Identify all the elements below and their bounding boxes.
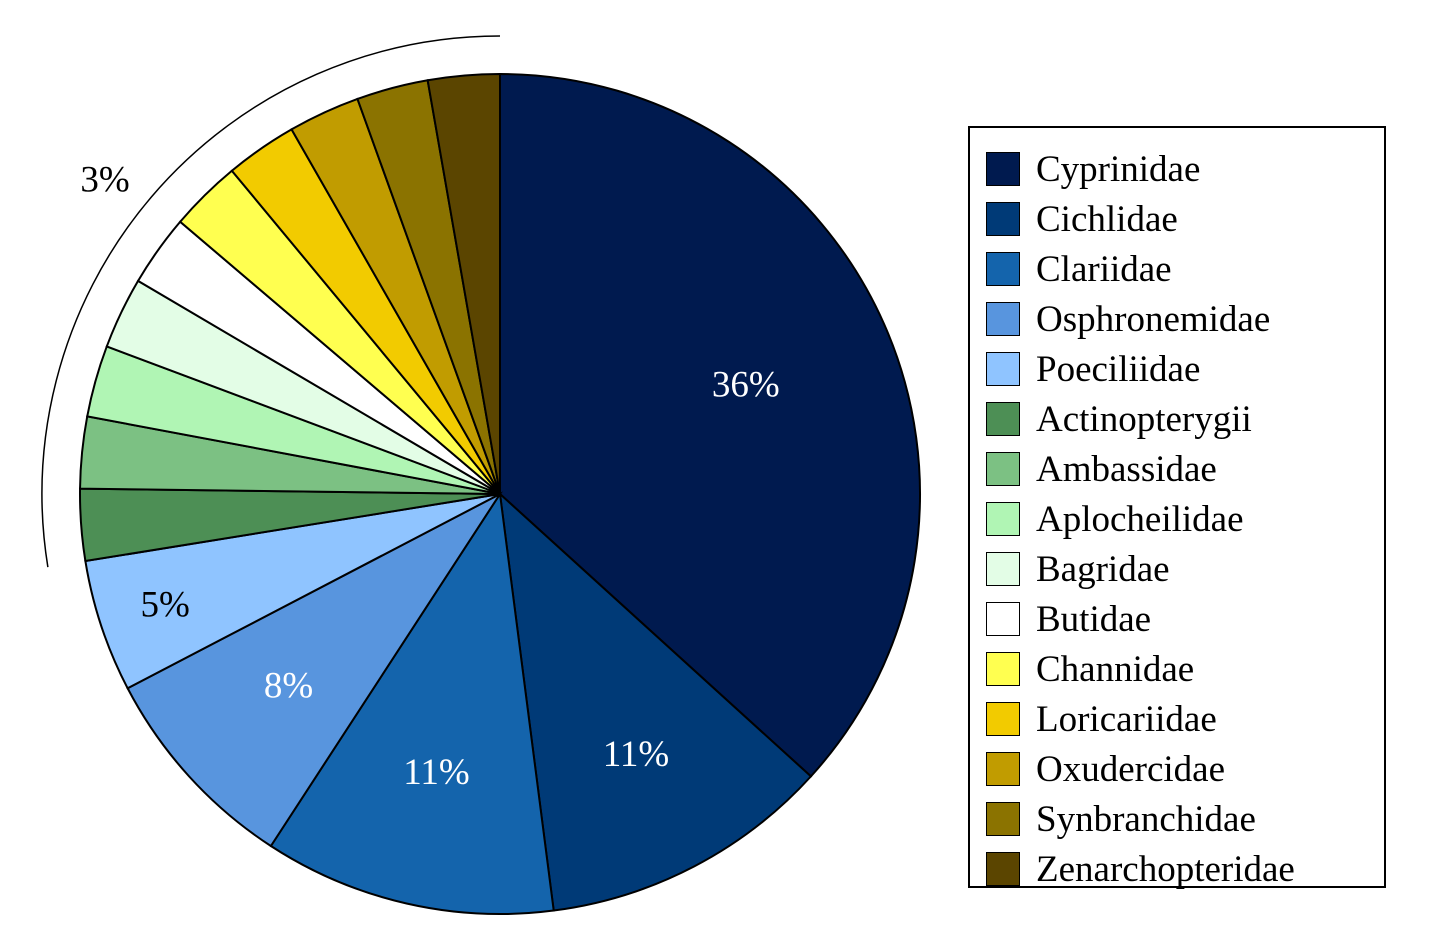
legend: Cyprinidae Cichlidae Clariidae Osphronemida… (968, 126, 1386, 888)
data-label-clariidae: 11% (403, 752, 469, 793)
group-annotation: 3% (41, 35, 501, 568)
legend-swatch (986, 452, 1020, 486)
legend-swatch (986, 152, 1020, 186)
legend-swatch (986, 602, 1020, 636)
data-label-cyprinidae: 36% (712, 365, 780, 406)
legend-swatch (986, 652, 1020, 686)
legend-swatch (986, 252, 1020, 286)
legend-label: Osphronemidae (1036, 298, 1271, 340)
legend-item-butidae: Butidae (970, 594, 1384, 644)
legend-label: Butidae (1036, 598, 1152, 640)
legend-label: Zenarchopteridae (1036, 848, 1295, 890)
legend-label: Aplocheilidae (1036, 498, 1244, 540)
pie-slice-cichlidae (498, 491, 813, 912)
legend-item-actinopterygii: Actinopterygii (970, 394, 1384, 444)
legend-item-aplocheilidae: Aplocheilidae (970, 494, 1384, 544)
legend-swatch (986, 302, 1020, 336)
legend-label: Synbranchidae (1036, 798, 1256, 840)
legend-label: Loricariidae (1036, 698, 1217, 740)
legend-label: Clariidae (1036, 248, 1172, 290)
pie-slice-cyprinidae (499, 72, 921, 778)
legend-item-cyprinidae: Cyprinidae (970, 144, 1384, 194)
legend-item-oxudercidae: Oxudercidae (970, 744, 1384, 794)
legend-item-channidae: Channidae (970, 644, 1384, 694)
data-label-poeciliidae: 5% (141, 585, 190, 626)
legend-swatch (986, 352, 1020, 386)
legend-label: Oxudercidae (1036, 748, 1226, 790)
legend-swatch (986, 202, 1020, 236)
legend-item-cichlidae: Cichlidae (970, 194, 1384, 244)
legend-label: Poeciliidae (1036, 348, 1201, 390)
legend-item-synbranchidae: Synbranchidae (970, 794, 1384, 844)
legend-swatch (986, 402, 1020, 436)
legend-swatch (986, 852, 1020, 886)
pie-slice-zenarchopteridae (426, 72, 501, 495)
legend-swatch (986, 702, 1020, 736)
legend-swatch (986, 502, 1020, 536)
pie-data-labels: 36% 11% 11% 8% 5% (141, 365, 780, 793)
pie-slice-osphronemidae (126, 491, 503, 848)
legend-item-zenarchopteridae: Zenarchopteridae (970, 844, 1384, 894)
legend-label: Actinopterygii (1036, 398, 1252, 440)
pie-slices (79, 72, 921, 915)
legend-label: Cichlidae (1036, 198, 1178, 240)
legend-swatch (986, 752, 1020, 786)
legend-item-osphronemidae: Osphronemidae (970, 294, 1384, 344)
data-label-cichlidae: 11% (603, 734, 669, 775)
legend-swatch (986, 552, 1020, 586)
legend-item-poeciliidae: Poeciliidae (970, 344, 1384, 394)
legend-item-ambassidae: Ambassidae (970, 444, 1384, 494)
group-annotation-label: 3% (80, 160, 129, 201)
pie-slice-clariidae (269, 491, 555, 915)
legend-swatch (986, 802, 1020, 836)
legend-label: Ambassidae (1036, 448, 1217, 490)
legend-item-clariidae: Clariidae (970, 244, 1384, 294)
legend-label: Channidae (1036, 648, 1195, 690)
legend-label: Bagridae (1036, 548, 1170, 590)
legend-label: Cyprinidae (1036, 148, 1201, 190)
legend-item-bagridae: Bagridae (970, 544, 1384, 594)
data-label-osphronemidae: 8% (264, 666, 313, 707)
group-annotation-arc (41, 35, 501, 568)
legend-item-loricariidae: Loricariidae (970, 694, 1384, 744)
